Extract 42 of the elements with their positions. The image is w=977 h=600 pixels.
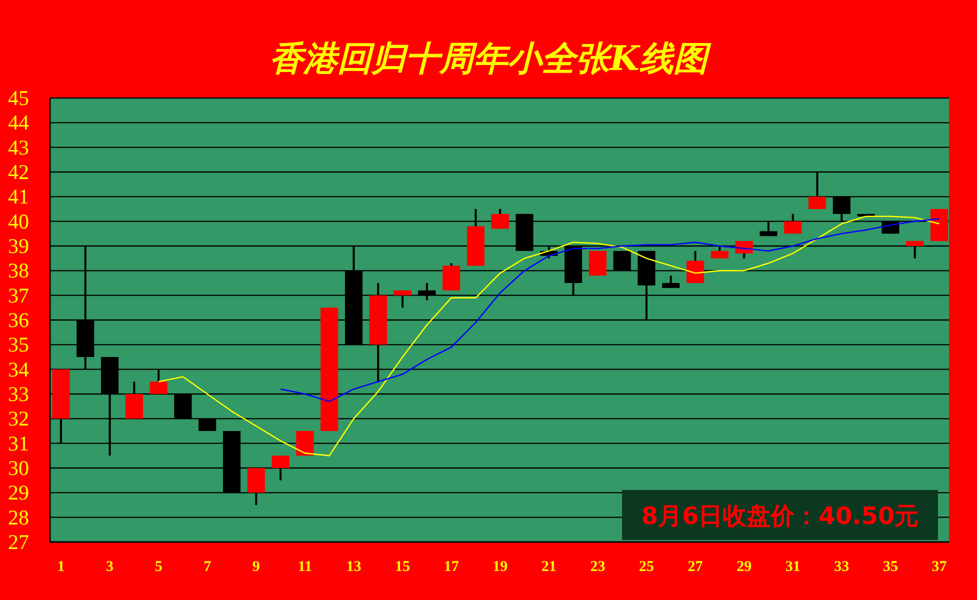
annotation: 8月6日收盘价：40.50元	[641, 502, 919, 530]
x-tick-label: 23	[590, 559, 606, 575]
y-tick-label: 39	[8, 234, 29, 258]
x-tick-label: 29	[736, 559, 752, 575]
x-tick-label: 27	[688, 559, 704, 575]
candlestick	[710, 245, 728, 260]
candlestick	[662, 274, 680, 289]
y-tick-label: 28	[8, 505, 29, 530]
y-tick-label: 44	[8, 110, 30, 135]
x-tick-label: 35	[882, 559, 898, 575]
y-tick-label: 36	[8, 308, 29, 332]
chart-title: 香港回归十周年小全张K线图	[270, 39, 712, 79]
x-tick-label: 9	[252, 559, 260, 575]
x-tick-label: 3	[106, 559, 114, 575]
y-tick-label: 37	[8, 283, 29, 308]
x-tick-label: 21	[541, 559, 556, 575]
x-tick-label: 31	[785, 559, 800, 575]
x-tick-label: 5	[154, 559, 162, 575]
x-tick-label: 7	[204, 559, 212, 575]
y-tick-label: 30	[8, 456, 29, 480]
x-tick-label: 13	[346, 559, 362, 575]
y-tick-label: 45	[8, 86, 29, 110]
y-tick-label: 42	[8, 160, 29, 184]
x-tick-label: 37	[932, 559, 948, 575]
x-tick-label: 15	[395, 559, 410, 575]
y-tick-label: 27	[8, 530, 29, 554]
y-tick-label: 40	[8, 209, 29, 234]
y-tick-label: 43	[8, 135, 29, 160]
y-tick-label: 29	[8, 480, 29, 505]
x-tick-label: 19	[492, 559, 508, 575]
x-tick-label: 17	[444, 559, 460, 575]
x-tick-label: 11	[298, 559, 312, 575]
y-tick-label: 41	[8, 184, 29, 209]
y-tick-label: 32	[8, 406, 29, 431]
x-tick-label: 25	[638, 559, 654, 575]
y-tick-label: 34	[8, 357, 30, 382]
y-tick-label: 33	[8, 382, 29, 406]
x-tick-label: 33	[834, 559, 850, 575]
x-tick-label: 1	[57, 559, 65, 575]
y-tick-label: 35	[8, 332, 29, 357]
y-tick-label: 38	[8, 258, 29, 283]
y-tick-label: 31	[8, 431, 29, 456]
